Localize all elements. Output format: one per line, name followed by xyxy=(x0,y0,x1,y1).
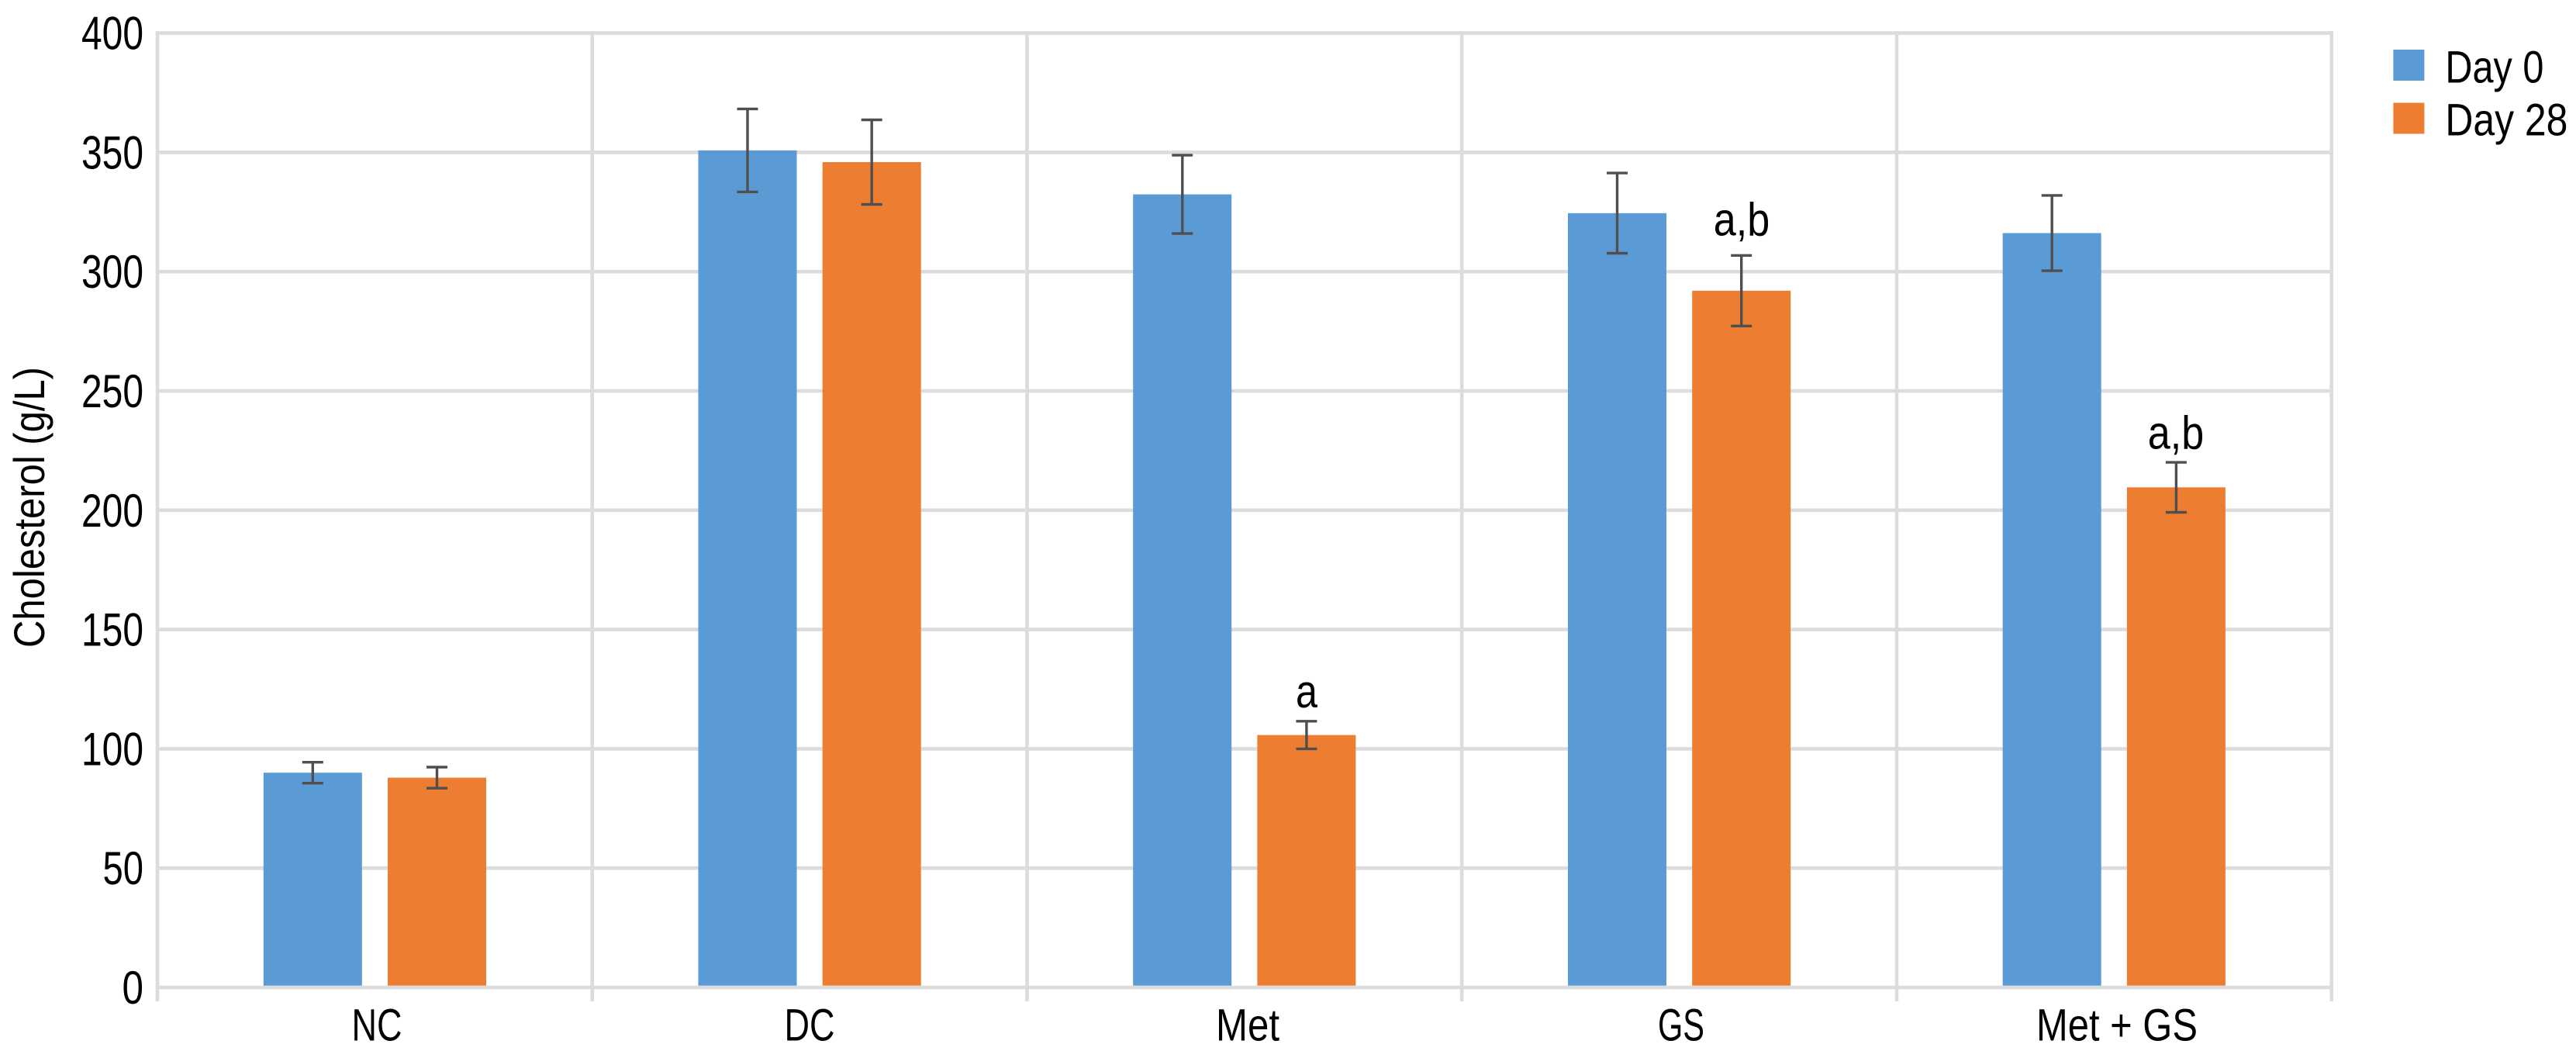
svg-text:350: 350 xyxy=(81,126,143,178)
svg-text:150: 150 xyxy=(81,604,143,656)
svg-text:Day 0: Day 0 xyxy=(2445,42,2543,92)
svg-text:a: a xyxy=(1296,666,1318,717)
svg-text:100: 100 xyxy=(81,723,143,775)
svg-text:a,b: a,b xyxy=(1714,194,1770,246)
svg-text:a,b: a,b xyxy=(2148,407,2205,459)
svg-text:DC: DC xyxy=(785,1001,835,1051)
svg-text:Met: Met xyxy=(1216,1001,1279,1051)
svg-text:GS: GS xyxy=(1658,1001,1704,1051)
svg-text:NC: NC xyxy=(352,1001,402,1051)
svg-text:Cholesterol (g/L): Cholesterol (g/L) xyxy=(5,367,54,648)
svg-text:200: 200 xyxy=(81,485,143,537)
svg-text:Day 28: Day 28 xyxy=(2445,95,2567,145)
svg-text:50: 50 xyxy=(103,842,144,894)
svg-text:400: 400 xyxy=(81,8,143,60)
svg-text:250: 250 xyxy=(81,365,143,417)
svg-text:Met + GS: Met + GS xyxy=(2036,1001,2198,1051)
svg-text:300: 300 xyxy=(81,246,143,298)
svg-text:0: 0 xyxy=(123,962,144,1014)
